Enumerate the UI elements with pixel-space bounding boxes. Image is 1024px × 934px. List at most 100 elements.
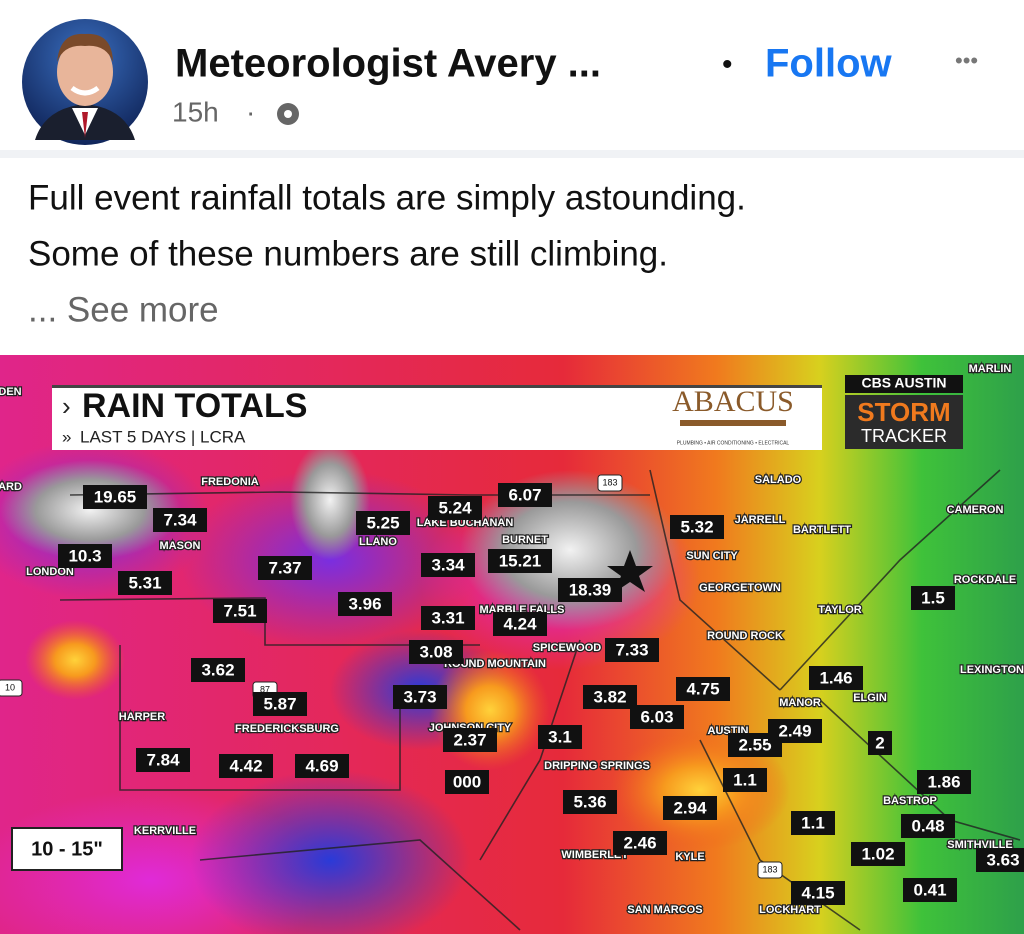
rain-total: 1.1 — [801, 813, 825, 832]
rain-total: 3.34 — [431, 555, 465, 574]
rain-total: 4.42 — [229, 756, 262, 775]
rain-total: 1.46 — [819, 668, 852, 687]
place-label: HARPER — [119, 711, 166, 723]
total-box — [809, 666, 863, 690]
place-label: WIMBERLEY — [561, 849, 629, 861]
total-box — [868, 731, 892, 755]
rain-map[interactable]: › RAIN TOTALS » LAST 5 DAYS | LCRA ABACU… — [0, 355, 1024, 934]
rain-total: 3.62 — [201, 660, 234, 679]
total-box — [676, 677, 730, 701]
author[interactable]: Meteorologist Avery ... — [175, 42, 601, 86]
timestamp[interactable]: 15h — [172, 96, 219, 127]
rain-total: 5.32 — [680, 517, 713, 536]
place-label: CAMERON — [947, 504, 1004, 516]
total-box — [670, 515, 724, 539]
follow-button[interactable]: Follow — [765, 42, 893, 86]
total-box — [445, 770, 489, 794]
audience-icon — [277, 103, 299, 125]
highway-shield — [0, 679, 23, 697]
place-label: SALADO — [755, 474, 802, 486]
title-bar — [52, 385, 822, 450]
place-label: SPICEWOOD — [533, 642, 602, 654]
rain-total: 1.86 — [927, 772, 960, 791]
post-text: Some of these numbers are still climbing… — [28, 234, 668, 273]
total-box — [421, 606, 475, 630]
station: CBS AUSTIN — [861, 375, 946, 391]
legend: 10 - 15" — [31, 838, 103, 860]
place-label: BASTROP — [883, 795, 937, 807]
sponsor: ABACUS — [672, 385, 794, 418]
rain-total: 3.1 — [548, 727, 572, 746]
divider — [0, 150, 1024, 158]
rain-total: 1.02 — [861, 844, 894, 863]
post-text: Full event rainfall totals are simply as… — [28, 178, 746, 217]
place-label: FREDONIA — [201, 476, 259, 488]
total-box — [421, 553, 475, 577]
place-label: GEORGETOWN — [699, 582, 781, 594]
rain-total: 4.69 — [305, 756, 338, 775]
rain-total: 7.34 — [163, 510, 197, 529]
total-box — [605, 638, 659, 662]
total-box — [976, 848, 1024, 872]
legend-box — [11, 827, 123, 871]
total-box — [213, 599, 267, 623]
total-box — [488, 549, 552, 573]
total-box — [295, 754, 349, 778]
place-label: ARD — [0, 481, 22, 493]
total-box — [901, 814, 955, 838]
total-box — [630, 705, 684, 729]
place-label: DRIPPING SPRINGS — [544, 760, 650, 772]
place-label: MASON — [160, 540, 201, 552]
rain-total: 2.46 — [623, 833, 656, 852]
place-label: BARTLETT — [793, 524, 851, 536]
total-box — [613, 831, 667, 855]
total-box — [911, 586, 955, 610]
place-label: SAN MARCOS — [627, 904, 702, 916]
place-label: SUN CITY — [686, 550, 738, 562]
time-dot: · — [246, 96, 255, 127]
rain-total: 3.96 — [348, 594, 381, 613]
total-box — [258, 556, 312, 580]
more-menu[interactable]: ••• — [955, 48, 978, 73]
place-label: BURNET — [502, 534, 548, 546]
rain-total: 18.39 — [569, 580, 612, 599]
rain-total: 0.41 — [913, 880, 946, 899]
station-bar — [845, 375, 963, 393]
rain-total: 5.24 — [438, 498, 472, 517]
total-box — [58, 544, 112, 568]
total-box — [393, 685, 447, 709]
place-label: JARRELL — [735, 514, 786, 526]
place-label: MARLIN — [969, 363, 1012, 375]
total-box — [428, 496, 482, 520]
sponsor-tagline: PLUMBING • AIR CONDITIONING • ELECTRICAL — [677, 440, 790, 446]
rain-total: 15.21 — [499, 551, 542, 570]
total-box — [563, 790, 617, 814]
separator: • — [722, 48, 733, 81]
total-box — [791, 881, 845, 905]
rain-total: 0.48 — [911, 816, 944, 835]
rain-total: 7.84 — [146, 750, 180, 769]
rain-total: 2.94 — [673, 798, 707, 817]
place-label: ROUND MOUNTAIN — [444, 658, 546, 670]
total-box — [538, 725, 582, 749]
total-box — [338, 592, 392, 616]
highway-label: 183 — [602, 477, 617, 487]
total-box — [443, 728, 497, 752]
total-box — [663, 796, 717, 820]
place-label: LOCKHART — [759, 904, 821, 916]
see-more[interactable]: ... See more — [28, 290, 219, 329]
rain-total: 7.51 — [223, 601, 256, 620]
total-box — [191, 658, 245, 682]
map-subtitle: LAST 5 DAYS | LCRA — [80, 427, 246, 446]
rain-total: 5.31 — [128, 573, 161, 592]
rain-total: 10.3 — [68, 546, 101, 565]
rain-total: 5.87 — [263, 694, 296, 713]
avatar[interactable] — [22, 19, 148, 145]
rain-total: 4.24 — [503, 614, 537, 633]
map-subtitle-mark: » — [62, 427, 71, 446]
total-box — [253, 692, 307, 716]
sponsor-rule — [680, 420, 786, 426]
rain-total: 5.25 — [366, 513, 399, 532]
title-chevron: › — [62, 391, 71, 421]
